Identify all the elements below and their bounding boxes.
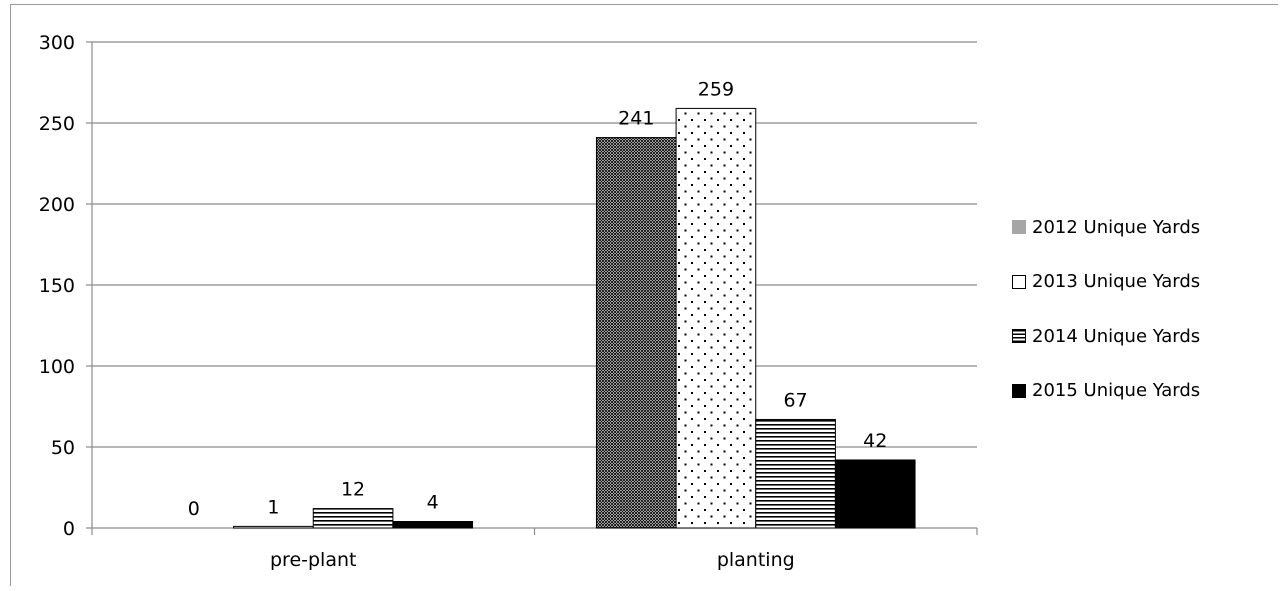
legend-label-2014: 2014 Unique Yards — [1032, 325, 1201, 347]
bar-2015-pre-plant — [392, 521, 474, 529]
bar-2014-planting — [755, 418, 836, 529]
data-label: 1 — [267, 496, 279, 518]
legend-label-2013: 2013 Unique Yards — [1032, 271, 1201, 292]
y-tick-label: 300 — [39, 32, 75, 54]
legend-swatch-2015 — [1012, 383, 1026, 398]
legend-swatch-2014 — [1012, 329, 1026, 343]
legend-label-2012: 2012 Unique Yards — [1032, 216, 1201, 238]
gridlines — [92, 41, 977, 448]
bar-2012-planting — [595, 137, 677, 529]
legend-label-2015: 2015 Unique Yards — [1032, 380, 1201, 401]
bar-2013-pre-plant — [233, 525, 314, 529]
chart-frame — [10, 4, 1278, 586]
data-label: 241 — [618, 108, 654, 130]
data-label: 12 — [341, 479, 365, 501]
y-tick-label: 100 — [39, 356, 75, 378]
data-label: 4 — [427, 492, 439, 514]
legend-item-2013: 2013 Unique Yards — [1012, 268, 1200, 296]
x-tick-label: planting — [717, 549, 795, 571]
y-tick-label: 150 — [39, 275, 75, 297]
legend: 2012 Unique Yards 2013 Unique Yards 2014… — [1012, 213, 1200, 431]
bars — [233, 107, 916, 529]
data-labels: 0 1 12 4 241 259 67 42 — [188, 78, 888, 520]
data-label: 259 — [698, 78, 734, 100]
bar-2015-planting — [834, 459, 916, 529]
legend-item-2014: 2014 Unique Yards — [1012, 322, 1200, 350]
y-tick-label: 200 — [39, 194, 75, 216]
bar-2014-pre-plant — [312, 508, 394, 529]
legend-swatch-2013 — [1012, 274, 1026, 289]
legend-item-2012: 2012 Unique Yards — [1012, 213, 1200, 241]
legend-item-2015: 2015 Unique Yards — [1012, 377, 1200, 405]
x-tick-label: pre-plant — [270, 549, 356, 571]
y-tick-label: 250 — [39, 113, 75, 135]
legend-swatch-2012 — [1012, 220, 1026, 234]
data-label: 67 — [783, 389, 807, 411]
y-tick-label: 50 — [51, 437, 75, 459]
data-label: 0 — [188, 498, 200, 520]
y-tick-label: 0 — [63, 518, 75, 540]
bar-2013-planting — [675, 107, 757, 529]
data-label: 42 — [863, 430, 887, 452]
